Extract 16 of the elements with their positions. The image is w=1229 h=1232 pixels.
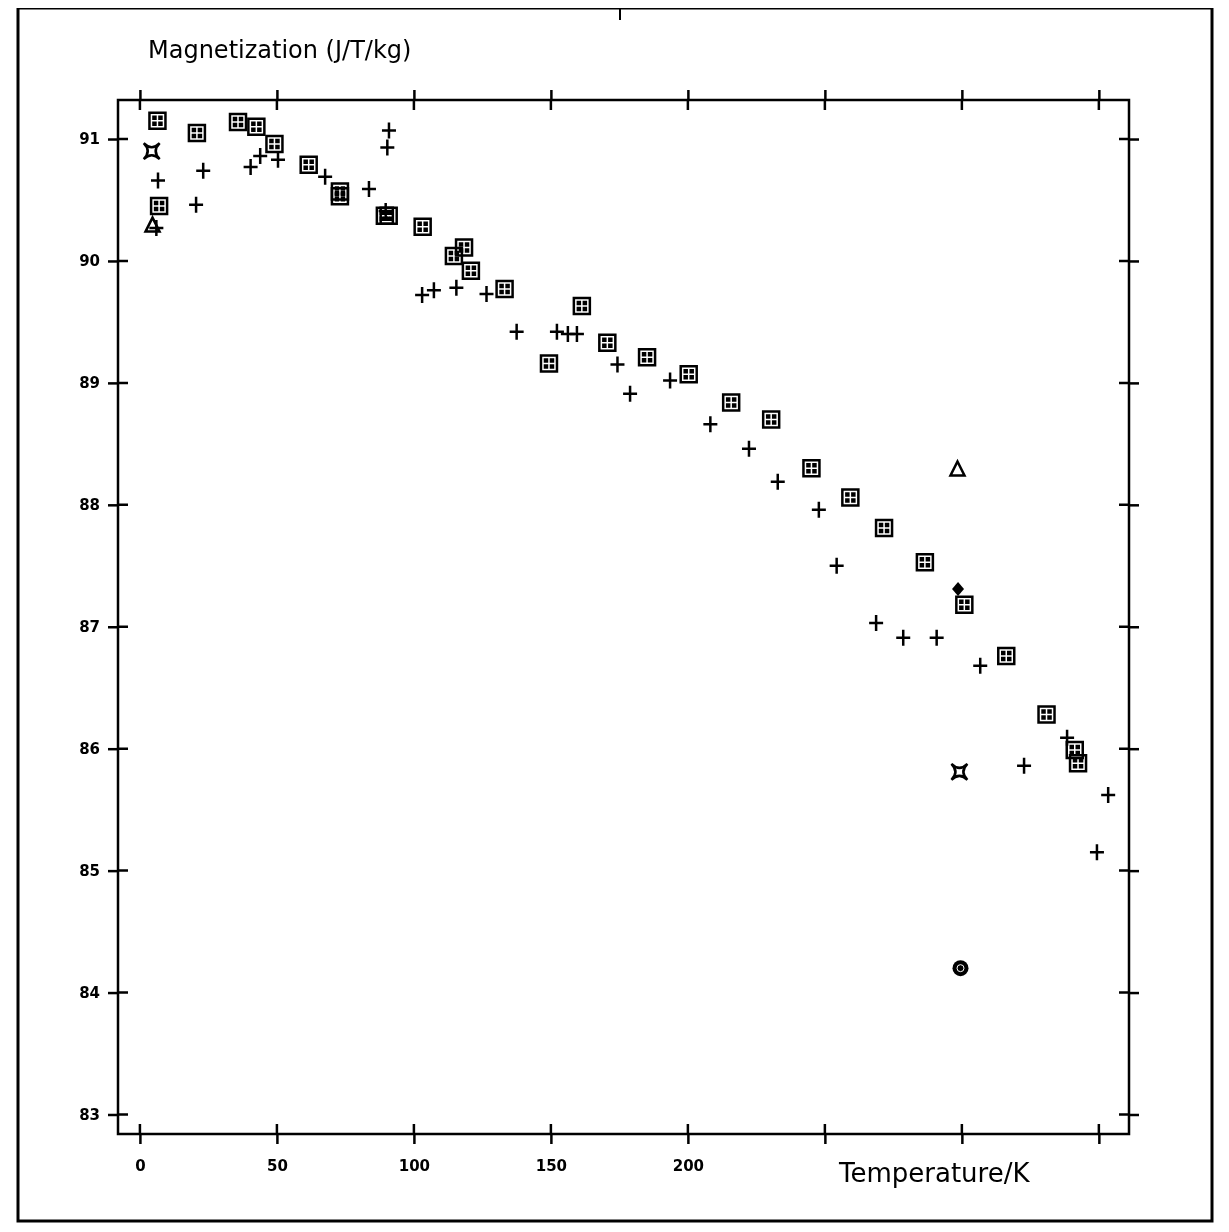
- x-tick-label: 100: [398, 1156, 431, 1175]
- y-tick-label: 84: [79, 983, 100, 1002]
- x-tick-label: 150: [535, 1156, 568, 1175]
- y-tick-label: 85: [79, 861, 100, 880]
- y-tick-label: 89: [79, 374, 100, 393]
- y-tick-label: 86: [79, 739, 100, 758]
- x-axis-title: Temperature/K: [838, 1158, 1031, 1188]
- y-tick-label: 90: [79, 252, 100, 271]
- y-axis-title: Magnetization (J/T/kg): [148, 36, 412, 64]
- y-tick-label: 83: [79, 1105, 100, 1124]
- x-tick-label: 200: [672, 1156, 705, 1175]
- y-tick-label: 88: [79, 496, 100, 515]
- y-tick-label: 87: [79, 618, 100, 637]
- x-tick-label: 50: [266, 1156, 288, 1175]
- x-tick-label: 0: [135, 1156, 146, 1175]
- y-tick-label: 91: [79, 130, 100, 149]
